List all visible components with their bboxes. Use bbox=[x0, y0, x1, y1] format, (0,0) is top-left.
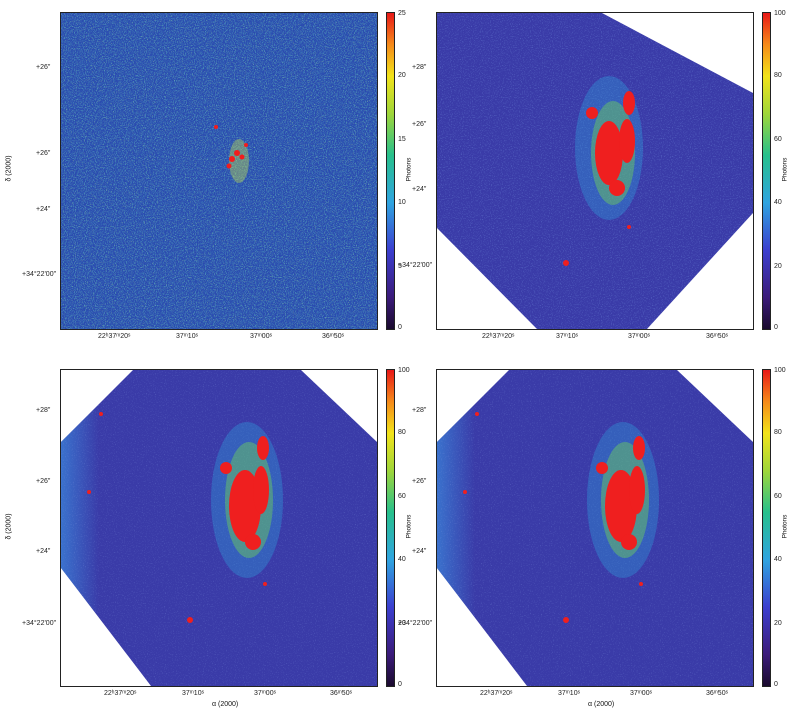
y-tick: +24" bbox=[412, 186, 427, 193]
colorbar-tick: 25 bbox=[398, 10, 406, 17]
x-tick: 37ᵐ00ˢ bbox=[630, 690, 652, 697]
colorbar-tick: 60 bbox=[774, 493, 782, 500]
x-axis-label: α (2000) bbox=[588, 701, 615, 708]
x-tick: 36ᵐ50ˢ bbox=[706, 690, 728, 697]
image-top-right bbox=[436, 12, 754, 330]
x-axis-label: α (2000) bbox=[212, 701, 239, 708]
y-tick: +34°22'00" bbox=[398, 262, 433, 269]
colorbar-tick: 20 bbox=[774, 620, 782, 627]
y-tick: +28" bbox=[412, 64, 427, 71]
colorbar-tick: 20 bbox=[774, 263, 782, 270]
colorbar-top-left bbox=[386, 12, 395, 330]
colorbar-label: Photons bbox=[781, 157, 789, 182]
colorbar-label: Photons bbox=[405, 157, 413, 182]
x-tick: 22ʰ37ᵐ20ˢ bbox=[104, 690, 137, 697]
colorbar-tick: 20 bbox=[398, 620, 406, 627]
x-tick: 22ʰ37ᵐ20ˢ bbox=[98, 333, 131, 340]
x-tick: 22ʰ37ᵐ20ˢ bbox=[482, 333, 515, 340]
colorbar-tick: 0 bbox=[774, 681, 778, 688]
colorbar-bottom-right bbox=[762, 369, 771, 687]
colorbar-tick: 100 bbox=[774, 10, 786, 17]
colorbar-tick: 20 bbox=[398, 72, 406, 79]
x-tick: 37ᵐ00ˢ bbox=[250, 333, 272, 340]
x-tick: 37ᵐ10ˢ bbox=[182, 690, 204, 697]
x-tick: 36ᵐ50ˢ bbox=[322, 333, 344, 340]
colorbar-tick: 5 bbox=[398, 263, 402, 270]
y-tick: +34°22'00" bbox=[398, 620, 433, 627]
y-tick: +24" bbox=[412, 548, 427, 555]
y-tick: +24" bbox=[36, 206, 51, 213]
colorbar-tick: 60 bbox=[398, 493, 406, 500]
y-tick: +26" bbox=[412, 121, 427, 128]
x-tick: 37ᵐ10ˢ bbox=[558, 690, 580, 697]
colorbar-tick: 40 bbox=[398, 556, 406, 563]
colorbar-tick: 80 bbox=[398, 429, 406, 436]
colorbar-tick: 10 bbox=[398, 199, 406, 206]
colorbar-label: Photons bbox=[405, 514, 413, 539]
colorbar-tick: 0 bbox=[398, 681, 402, 688]
colorbar-tick: 100 bbox=[774, 367, 786, 374]
x-tick: 37ᵐ10ˢ bbox=[176, 333, 198, 340]
colorbar-tick: 80 bbox=[774, 429, 782, 436]
y-tick: +26" bbox=[36, 64, 51, 71]
x-tick: 37ᵐ10ˢ bbox=[556, 333, 578, 340]
colorbar-tick: 100 bbox=[398, 367, 410, 374]
x-tick: 36ᵐ50ˢ bbox=[330, 690, 352, 697]
y-tick: +34°22'00" bbox=[22, 620, 57, 627]
colorbar-tick: 40 bbox=[774, 199, 782, 206]
colorbar-tick: 40 bbox=[774, 556, 782, 563]
colorbar-tick: 80 bbox=[774, 72, 782, 79]
image-top-left bbox=[60, 12, 378, 330]
colorbar-tick: 15 bbox=[398, 136, 406, 143]
y-axis-label: δ (2000) bbox=[5, 513, 13, 540]
y-tick: +24" bbox=[36, 548, 51, 555]
colorbar-bottom-left bbox=[386, 369, 395, 687]
colorbar-tick: 0 bbox=[774, 324, 778, 331]
x-tick: 37ᵐ00ˢ bbox=[628, 333, 650, 340]
y-axis-label: δ (2000) bbox=[5, 155, 13, 182]
y-tick: +28" bbox=[412, 407, 427, 414]
y-tick: +26" bbox=[412, 478, 427, 485]
y-tick: +26" bbox=[36, 150, 51, 157]
colorbar-top-right bbox=[762, 12, 771, 330]
image-bottom-left bbox=[60, 369, 378, 687]
image-bottom-right bbox=[436, 369, 754, 687]
y-tick: +28" bbox=[36, 407, 51, 414]
x-tick: 37ᵐ00ˢ bbox=[254, 690, 276, 697]
colorbar-tick: 60 bbox=[774, 136, 782, 143]
colorbar-tick: 0 bbox=[398, 324, 402, 331]
x-tick: 36ᵐ50ˢ bbox=[706, 333, 728, 340]
colorbar-label: Photons bbox=[781, 514, 789, 539]
y-tick: +34°22'00" bbox=[22, 271, 57, 278]
x-tick: 22ʰ37ᵐ20ˢ bbox=[480, 690, 513, 697]
y-tick: +26" bbox=[36, 478, 51, 485]
